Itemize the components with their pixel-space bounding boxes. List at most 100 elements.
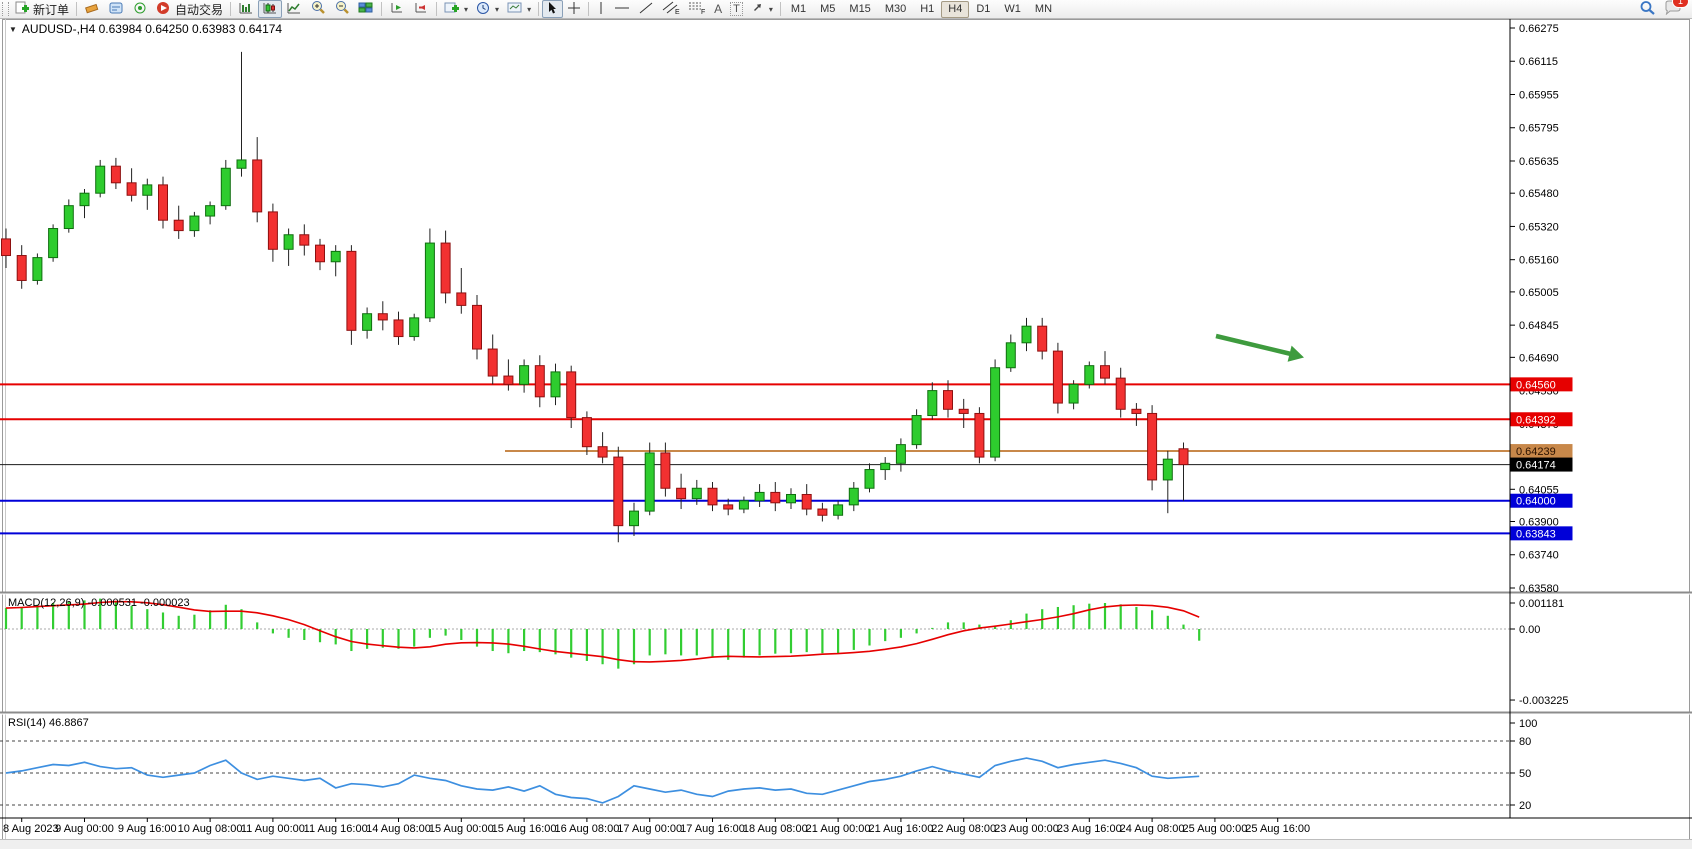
chart-line-button[interactable] [282,0,306,18]
search-icon[interactable] [1639,0,1656,19]
svg-text:0.65955: 0.65955 [1519,89,1559,101]
cursor-button[interactable] [542,0,564,18]
svg-text:21 Aug 16:00: 21 Aug 16:00 [868,823,933,835]
arrows-button[interactable]: ▾ [747,0,777,18]
chart-shift-button[interactable] [385,0,409,18]
svg-text:23 Aug 00:00: 23 Aug 00:00 [994,823,1059,835]
chart-bars-button[interactable] [234,0,258,18]
symbol-dropdown-icon[interactable]: ▼ [9,24,17,34]
new-order-icon [15,1,30,18]
zoom-in-button[interactable] [306,0,330,18]
macd-indicator-label: MACD(12,26,9) -0.000531 -0.000023 [8,597,190,609]
new-order-button[interactable]: 新订单 [11,0,73,18]
trendline-icon [638,1,654,18]
svg-text:-0.003225: -0.003225 [1519,695,1569,707]
text-icon: A [714,2,723,16]
chevron-down-icon: ▾ [527,4,532,14]
svg-text:0.64239: 0.64239 [1516,446,1556,458]
periods-button[interactable]: ▾ [472,0,503,18]
cursor-icon [546,1,559,18]
sonar-button[interactable] [128,0,152,18]
indicators-button[interactable]: ▾ [440,0,472,18]
vline-button[interactable] [592,0,610,18]
svg-text:25 Aug 16:00: 25 Aug 16:00 [1245,823,1310,835]
notification-count-badge: 1 [1672,0,1689,8]
auto-scroll-button[interactable] [409,0,433,18]
svg-text:0.64000: 0.64000 [1516,496,1556,508]
svg-text:15 Aug 00:00: 15 Aug 00:00 [429,823,494,835]
svg-text:0.63580: 0.63580 [1519,583,1559,595]
zoom-out-button[interactable] [330,0,354,18]
profiles-button[interactable] [104,0,128,18]
svg-text:11 Aug 16:00: 11 Aug 16:00 [304,823,368,835]
svg-text:E: E [675,9,680,15]
indicators-icon [444,1,460,18]
separator [230,2,232,16]
tile-windows-button[interactable] [354,0,378,18]
hline-button[interactable] [610,0,634,18]
tab-mn[interactable]: MN [1034,2,1053,15]
svg-text:0.65320: 0.65320 [1519,221,1559,233]
chart-shift-icon [389,1,405,18]
svg-text:23 Aug 16:00: 23 Aug 16:00 [1057,823,1122,835]
vline-icon [596,1,606,18]
svg-text:0.65480: 0.65480 [1519,188,1559,200]
separator [538,2,540,16]
tab-d1[interactable]: D1 [976,2,991,15]
fibo-button[interactable]: F [684,0,710,18]
svg-text:0.65635: 0.65635 [1519,156,1559,168]
chart-candles-icon [262,1,278,18]
chart-bars-icon [238,1,254,18]
svg-text:25 Aug 00:00: 25 Aug 00:00 [1182,823,1247,835]
svg-text:9 Aug 16:00: 9 Aug 16:00 [118,823,177,835]
toolbar-grip[interactable] [2,2,9,16]
auto-trading-button[interactable]: 自动交易 [152,0,227,18]
crosshair-button[interactable] [563,0,585,18]
styler-button[interactable] [80,0,104,18]
separator [588,2,590,16]
notifications-button[interactable]: 1 [1664,0,1689,18]
svg-text:0.63900: 0.63900 [1519,517,1559,529]
arrows-icon [751,1,765,18]
text-button[interactable]: A [710,0,726,18]
svg-text:17 Aug 00:00: 17 Aug 00:00 [617,823,682,835]
svg-text:0.66275: 0.66275 [1519,23,1559,35]
chart-candles-button[interactable] [258,0,283,18]
crosshair-icon [567,1,581,18]
separator [779,2,781,16]
svg-text:20: 20 [1519,800,1531,812]
svg-text:0.64560: 0.64560 [1516,379,1556,391]
symbol-ohlc-text: AUDUSD-,H4 0.63984 0.64250 0.63983 0.641… [21,22,283,36]
svg-text:21 Aug 00:00: 21 Aug 00:00 [806,823,871,835]
trendline-button[interactable] [634,0,658,18]
new-order-label: 新订单 [33,2,70,17]
tab-h4[interactable]: H4 [941,0,970,18]
label-button[interactable]: T [726,0,747,18]
svg-text:0.64055: 0.64055 [1519,484,1559,496]
svg-text:0.65795: 0.65795 [1519,123,1559,135]
tab-h1[interactable]: H1 [920,2,935,15]
svg-text:15 Aug 16:00: 15 Aug 16:00 [492,823,557,835]
svg-text:0.65005: 0.65005 [1519,287,1559,299]
svg-text:16 Aug 08:00: 16 Aug 08:00 [554,823,619,835]
templates-button[interactable]: ▾ [503,0,535,18]
tab-m15[interactable]: M15 [849,2,871,15]
tab-m1[interactable]: M1 [790,2,807,15]
channel-icon: E [662,0,680,18]
svg-text:17 Aug 16:00: 17 Aug 16:00 [680,823,745,835]
rsi-indicator-label: RSI(14) 46.8867 [8,717,89,729]
svg-text:8 Aug 2023: 8 Aug 2023 [3,823,59,835]
hline-icon [614,1,630,18]
zoom-out-icon [334,0,350,18]
tab-m30[interactable]: M30 [884,2,907,15]
tab-m5[interactable]: M5 [820,2,836,15]
channel-button[interactable]: E [658,0,684,18]
svg-text:0.64392: 0.64392 [1516,414,1556,426]
sonar-icon [132,1,148,18]
svg-text:0.64690: 0.64690 [1519,352,1559,364]
svg-text:14 Aug 08:00: 14 Aug 08:00 [366,823,431,835]
tab-w1[interactable]: W1 [1004,2,1021,15]
zoom-in-icon [310,0,326,18]
auto-scroll-icon [413,1,429,18]
